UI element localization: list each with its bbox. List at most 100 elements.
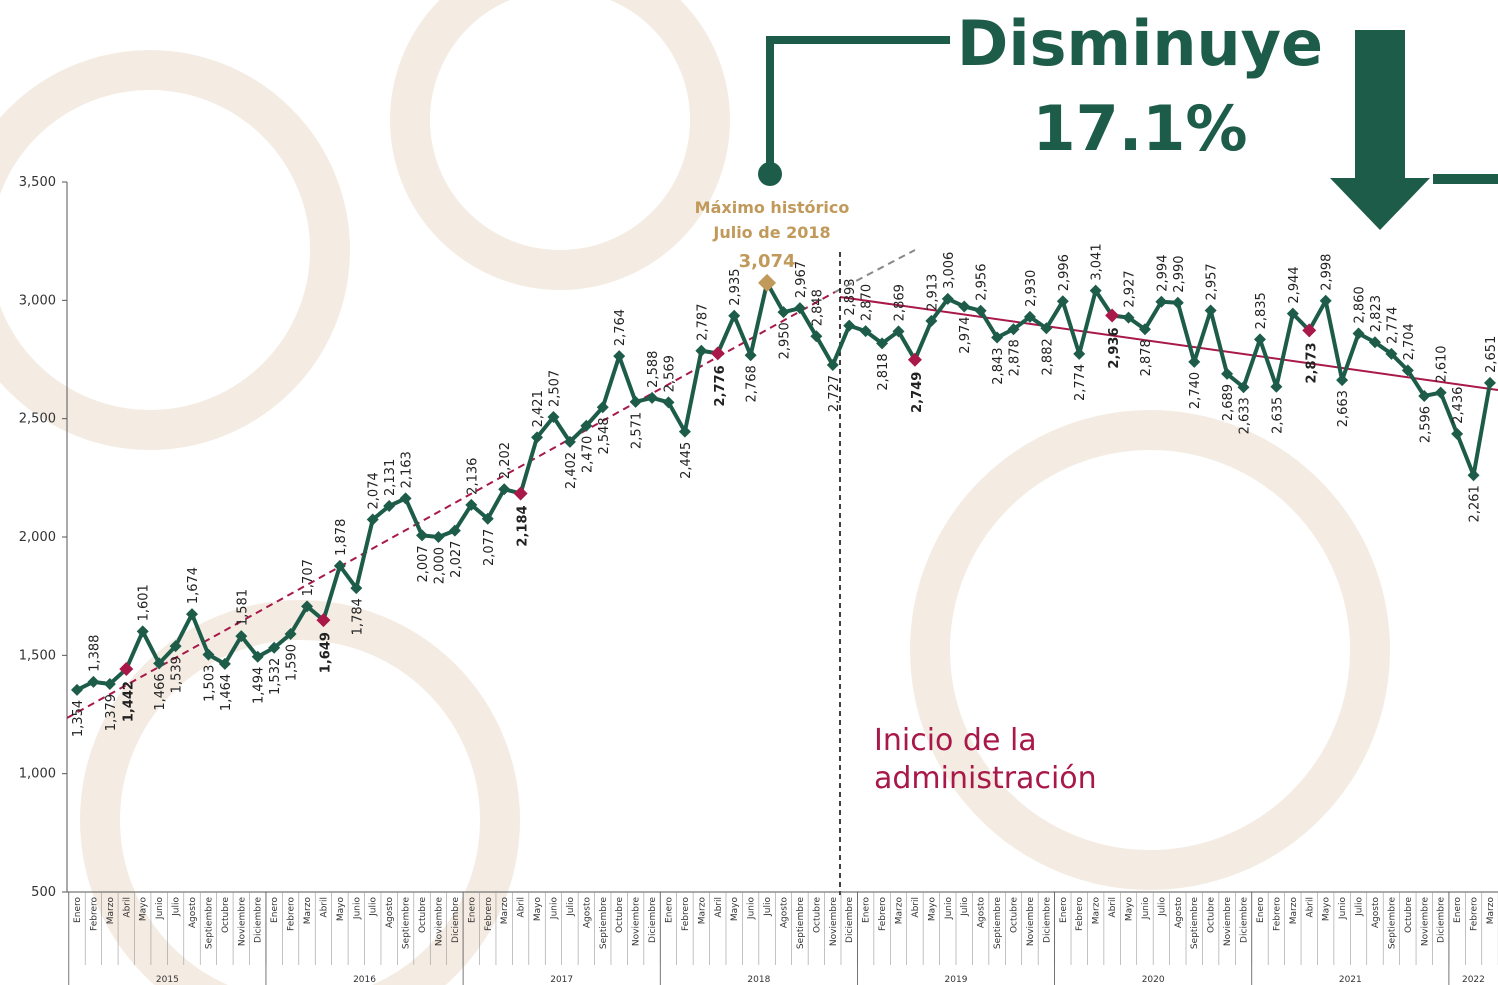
- data-label: 1,539: [170, 656, 185, 693]
- data-label: 2,663: [1336, 390, 1351, 427]
- data-label: 2,835: [1254, 292, 1269, 329]
- x-tick-label: Febrero: [681, 897, 691, 931]
- x-tick-label: Noviembre: [1026, 897, 1036, 947]
- x-tick-label: Agosto: [188, 897, 198, 929]
- x-tick-label: Febrero: [287, 897, 297, 931]
- x-tick-label: Febrero: [1470, 897, 1480, 931]
- data-label: 2,704: [1402, 323, 1417, 360]
- data-point: [745, 349, 757, 361]
- data-label: 2,787: [695, 304, 710, 341]
- data-label: 2,077: [482, 529, 497, 566]
- x-tick-label: Agosto: [1371, 897, 1381, 929]
- data-label: 2,818: [876, 353, 891, 390]
- year-label: 2016: [353, 975, 376, 985]
- data-label: 2,727: [827, 375, 842, 412]
- x-tick-label: Octubre: [812, 897, 822, 933]
- data-label: 2,470: [580, 436, 595, 473]
- data-point: [1254, 333, 1266, 345]
- x-tick-label: Marzo: [500, 897, 510, 925]
- data-point: [1172, 297, 1184, 309]
- data-label: 2,507: [547, 370, 562, 407]
- data-point: [1336, 374, 1348, 386]
- x-tick-label: Marzo: [303, 897, 313, 925]
- peak-note: Julio de 2018: [712, 223, 830, 242]
- data-label: 2,074: [367, 472, 382, 509]
- data-label: 2,848: [810, 289, 825, 326]
- data-label: 2,202: [498, 442, 513, 479]
- x-tick-label: Julio: [1157, 897, 1167, 917]
- x-tick-label: Abril: [911, 897, 921, 918]
- x-tick-label: Mayo: [336, 897, 346, 922]
- x-tick-label: Julio: [566, 897, 576, 917]
- down-arrow-head: [1330, 178, 1430, 230]
- data-label: 2,184: [516, 505, 531, 546]
- data-label: 2,950: [777, 322, 792, 359]
- data-label: 2,436: [1451, 387, 1466, 424]
- data-label: 1,878: [334, 519, 349, 556]
- y-tick-label: 3,500: [19, 175, 56, 190]
- data-point: [1435, 387, 1447, 399]
- y-tick-label: 1,000: [19, 767, 56, 782]
- x-tick-label: Octubre: [221, 897, 231, 933]
- x-tick-label: Febrero: [89, 897, 99, 931]
- data-point: [613, 350, 625, 362]
- data-label: 1,442: [121, 681, 136, 722]
- x-tick-label: Junio: [944, 897, 954, 921]
- data-label: 2,927: [1123, 270, 1138, 307]
- x-tick-label: Noviembre: [1420, 897, 1430, 947]
- data-label: 2,571: [630, 412, 645, 449]
- data-point: [1468, 469, 1480, 481]
- data-label: 1,379: [104, 694, 119, 731]
- data-label: 2,635: [1270, 397, 1285, 434]
- x-tick-label: Diciembre: [648, 897, 658, 943]
- data-point: [1451, 428, 1463, 440]
- x-tick-label: Enero: [862, 897, 872, 923]
- data-label: 2,651: [1484, 336, 1498, 373]
- data-point: [1484, 377, 1496, 389]
- x-tick-label: Marzo: [697, 897, 707, 925]
- x-tick-label: Abril: [1108, 897, 1118, 918]
- data-label: 1,503: [202, 665, 217, 702]
- data-label: 2,823: [1369, 295, 1384, 332]
- data-label: 2,764: [613, 309, 628, 346]
- x-tick-label: Septiembre: [1190, 897, 1200, 950]
- data-label: 2,944: [1287, 266, 1302, 303]
- x-tick-label: Julio: [960, 897, 970, 917]
- x-tick-label: Noviembre: [829, 897, 839, 947]
- data-point: [695, 345, 707, 357]
- year-label: 2021: [1339, 975, 1362, 985]
- data-label: 1,464: [219, 674, 234, 711]
- data-label: 1,532: [268, 658, 283, 695]
- down-arrow-shaft: [1355, 30, 1405, 180]
- data-label: 2,935: [728, 268, 743, 305]
- data-label: 2,994: [1155, 255, 1170, 292]
- x-tick-label: Octubre: [1207, 897, 1217, 933]
- x-tick-label: Diciembre: [1240, 897, 1250, 943]
- data-label: 1,784: [350, 598, 365, 635]
- x-tick-label: Agosto: [977, 897, 987, 929]
- data-label: 2,689: [1221, 384, 1236, 421]
- x-tick-label: Enero: [270, 897, 280, 923]
- x-tick-label: Marzo: [1092, 897, 1102, 925]
- x-tick-label: Febrero: [1075, 897, 1085, 931]
- data-label: 2,007: [416, 545, 431, 582]
- data-label: 2,131: [383, 459, 398, 496]
- connector: [770, 40, 950, 172]
- data-label: 2,261: [1468, 485, 1483, 522]
- data-label: 2,967: [794, 261, 809, 298]
- data-label: 2,913: [925, 274, 940, 311]
- x-tick-label: Julio: [1355, 897, 1365, 917]
- data-label: 1,581: [235, 589, 250, 626]
- y-tick-label: 2,500: [19, 412, 56, 427]
- data-label: 2,633: [1238, 397, 1253, 434]
- connector-dot: [758, 162, 782, 186]
- y-tick-label: 2,000: [19, 530, 56, 545]
- x-tick-label: Agosto: [779, 897, 789, 929]
- x-tick-label: Junio: [352, 897, 362, 921]
- data-label: 2,402: [564, 452, 579, 489]
- data-label: 1,494: [252, 667, 267, 704]
- data-label: 2,878: [1139, 339, 1154, 376]
- data-label: 2,445: [679, 442, 694, 479]
- data-label: 2,998: [1320, 254, 1335, 291]
- x-tick-label: Mayo: [1125, 897, 1135, 922]
